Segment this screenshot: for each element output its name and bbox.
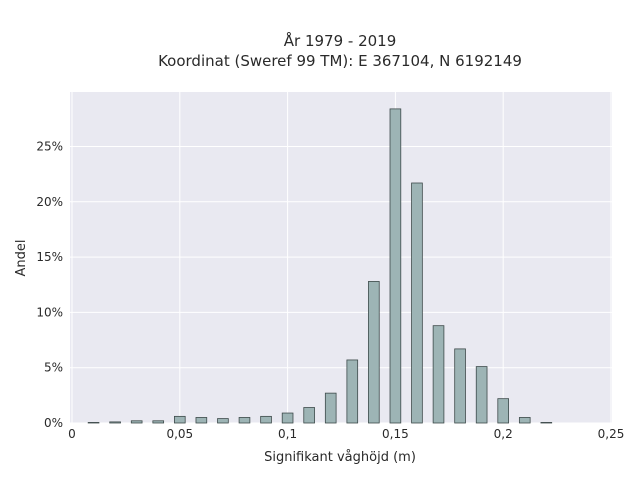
- x-tick-label: 0,25: [598, 427, 625, 441]
- y-tick-label: 10%: [36, 305, 63, 319]
- bar: [368, 281, 380, 424]
- x-axis-label: Signifikant våghöjd (m): [264, 450, 416, 465]
- x-tick-label: 0,1: [278, 427, 297, 441]
- x-tick-labels: 0 0,05 0,1 0,15 0,2 0,25: [68, 427, 624, 441]
- x-tick-label: 0,05: [166, 427, 193, 441]
- y-tick-label: 0%: [44, 416, 63, 430]
- bar: [152, 420, 165, 424]
- bar: [174, 415, 186, 424]
- bar: [346, 359, 359, 424]
- bar: [324, 392, 337, 424]
- y-tick-label: 5%: [44, 361, 63, 375]
- bar: [87, 422, 100, 424]
- x-tick-label: 0,2: [494, 427, 513, 441]
- bar: [109, 421, 121, 424]
- bar: [475, 366, 488, 424]
- bar: [518, 417, 531, 424]
- x-tick-label: 0: [68, 427, 76, 441]
- bar: [281, 412, 294, 424]
- y-tick-labels: 0% 5% 10% 15% 20% 25%: [36, 140, 63, 431]
- bar: [540, 422, 553, 424]
- bar: [195, 417, 208, 424]
- y-tick-label: 15%: [36, 250, 63, 264]
- bar: [130, 420, 143, 424]
- chart-title-line2: Koordinat (Sweref 99 TM): E 367104, N 61…: [158, 52, 522, 70]
- bar: [432, 325, 445, 424]
- bar: [411, 182, 423, 424]
- chart-title-line1: År 1979 - 2019: [284, 31, 397, 50]
- bar: [389, 108, 402, 424]
- bars: [87, 108, 553, 424]
- y-tick-label: 25%: [36, 140, 63, 154]
- bar: [497, 398, 509, 424]
- y-axis-label: Andel: [14, 240, 29, 277]
- bar: [260, 415, 272, 424]
- bar: [217, 418, 229, 424]
- bar: [238, 417, 251, 424]
- x-tick-label: 0,15: [382, 427, 409, 441]
- y-tick-label: 20%: [36, 195, 63, 209]
- bar: [303, 407, 315, 424]
- bar: [454, 348, 466, 424]
